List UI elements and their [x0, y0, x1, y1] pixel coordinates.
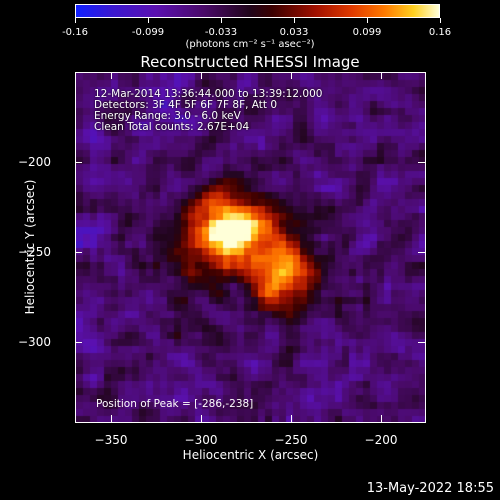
x-tick-mark [291, 415, 292, 422]
chart-title: Reconstructed RHESSI Image [140, 53, 360, 71]
colorbar-tick-label: 0.033 [279, 27, 309, 38]
x-tick-mark [381, 72, 382, 79]
x-tick-label: −250 [274, 433, 308, 447]
x-tick-mark [111, 72, 112, 79]
x-tick-label: −200 [364, 433, 398, 447]
x-tick-mark [291, 72, 292, 79]
x-tick-mark [381, 415, 382, 422]
y-tick-label: −200 [18, 155, 51, 169]
y-tick-mark [418, 162, 425, 163]
x-tick-mark [201, 415, 202, 422]
annotation-detectors: Detectors: 3F 4F 5F 6F 7F 8F, Att 0 [94, 99, 278, 111]
x-tick-label: −300 [184, 433, 218, 447]
plot-area: 12-Mar-2014 13:36:44.000 to 13:39:12.000… [75, 72, 426, 423]
x-tick-label: −350 [94, 433, 128, 447]
annotation-energy-range: Energy Range: 3.0 - 6.0 keV [94, 110, 241, 122]
y-tick-mark [75, 252, 82, 253]
colorbar-tick-label: -0.033 [204, 27, 238, 38]
colorbar-tick-mark [75, 18, 76, 23]
annotation-time-range: 12-Mar-2014 13:36:44.000 to 13:39:12.000 [94, 88, 323, 100]
y-tick-label: −250 [18, 245, 51, 259]
colorbar [75, 4, 440, 18]
footer-timestamp: 13-May-2022 18:55 [366, 481, 494, 496]
colorbar-units: (photons cm⁻² s⁻¹ asec⁻²) [185, 39, 315, 50]
x-tick-mark [111, 415, 112, 422]
colorbar-tick-label: 0.16 [428, 27, 452, 38]
colorbar-tick-label: 0.099 [352, 27, 382, 38]
y-tick-mark [75, 342, 82, 343]
colorbar-tick-mark [148, 18, 149, 23]
y-tick-mark [418, 252, 425, 253]
colorbar-tick-mark [367, 18, 368, 23]
colorbar-tick-label: -0.099 [131, 27, 165, 38]
x-axis-label: Heliocentric X (arcsec) [182, 448, 319, 462]
y-tick-mark [418, 342, 425, 343]
colorbar-tick-mark [294, 18, 295, 23]
colorbar-tick-label: -0.16 [62, 27, 88, 38]
heatmap-image [76, 73, 425, 422]
colorbar-tick-mark [221, 18, 222, 23]
colorbar-tick-mark [440, 18, 441, 23]
y-tick-label: −300 [18, 335, 51, 349]
y-axis-label: Heliocentric Y (arcsec) [23, 179, 37, 315]
annotation-clean-counts: Clean Total counts: 2.67E+04 [94, 121, 250, 133]
x-tick-mark [201, 72, 202, 79]
y-tick-mark [75, 162, 82, 163]
annotation-peak-position: Position of Peak = [-286,-238] [96, 398, 254, 410]
